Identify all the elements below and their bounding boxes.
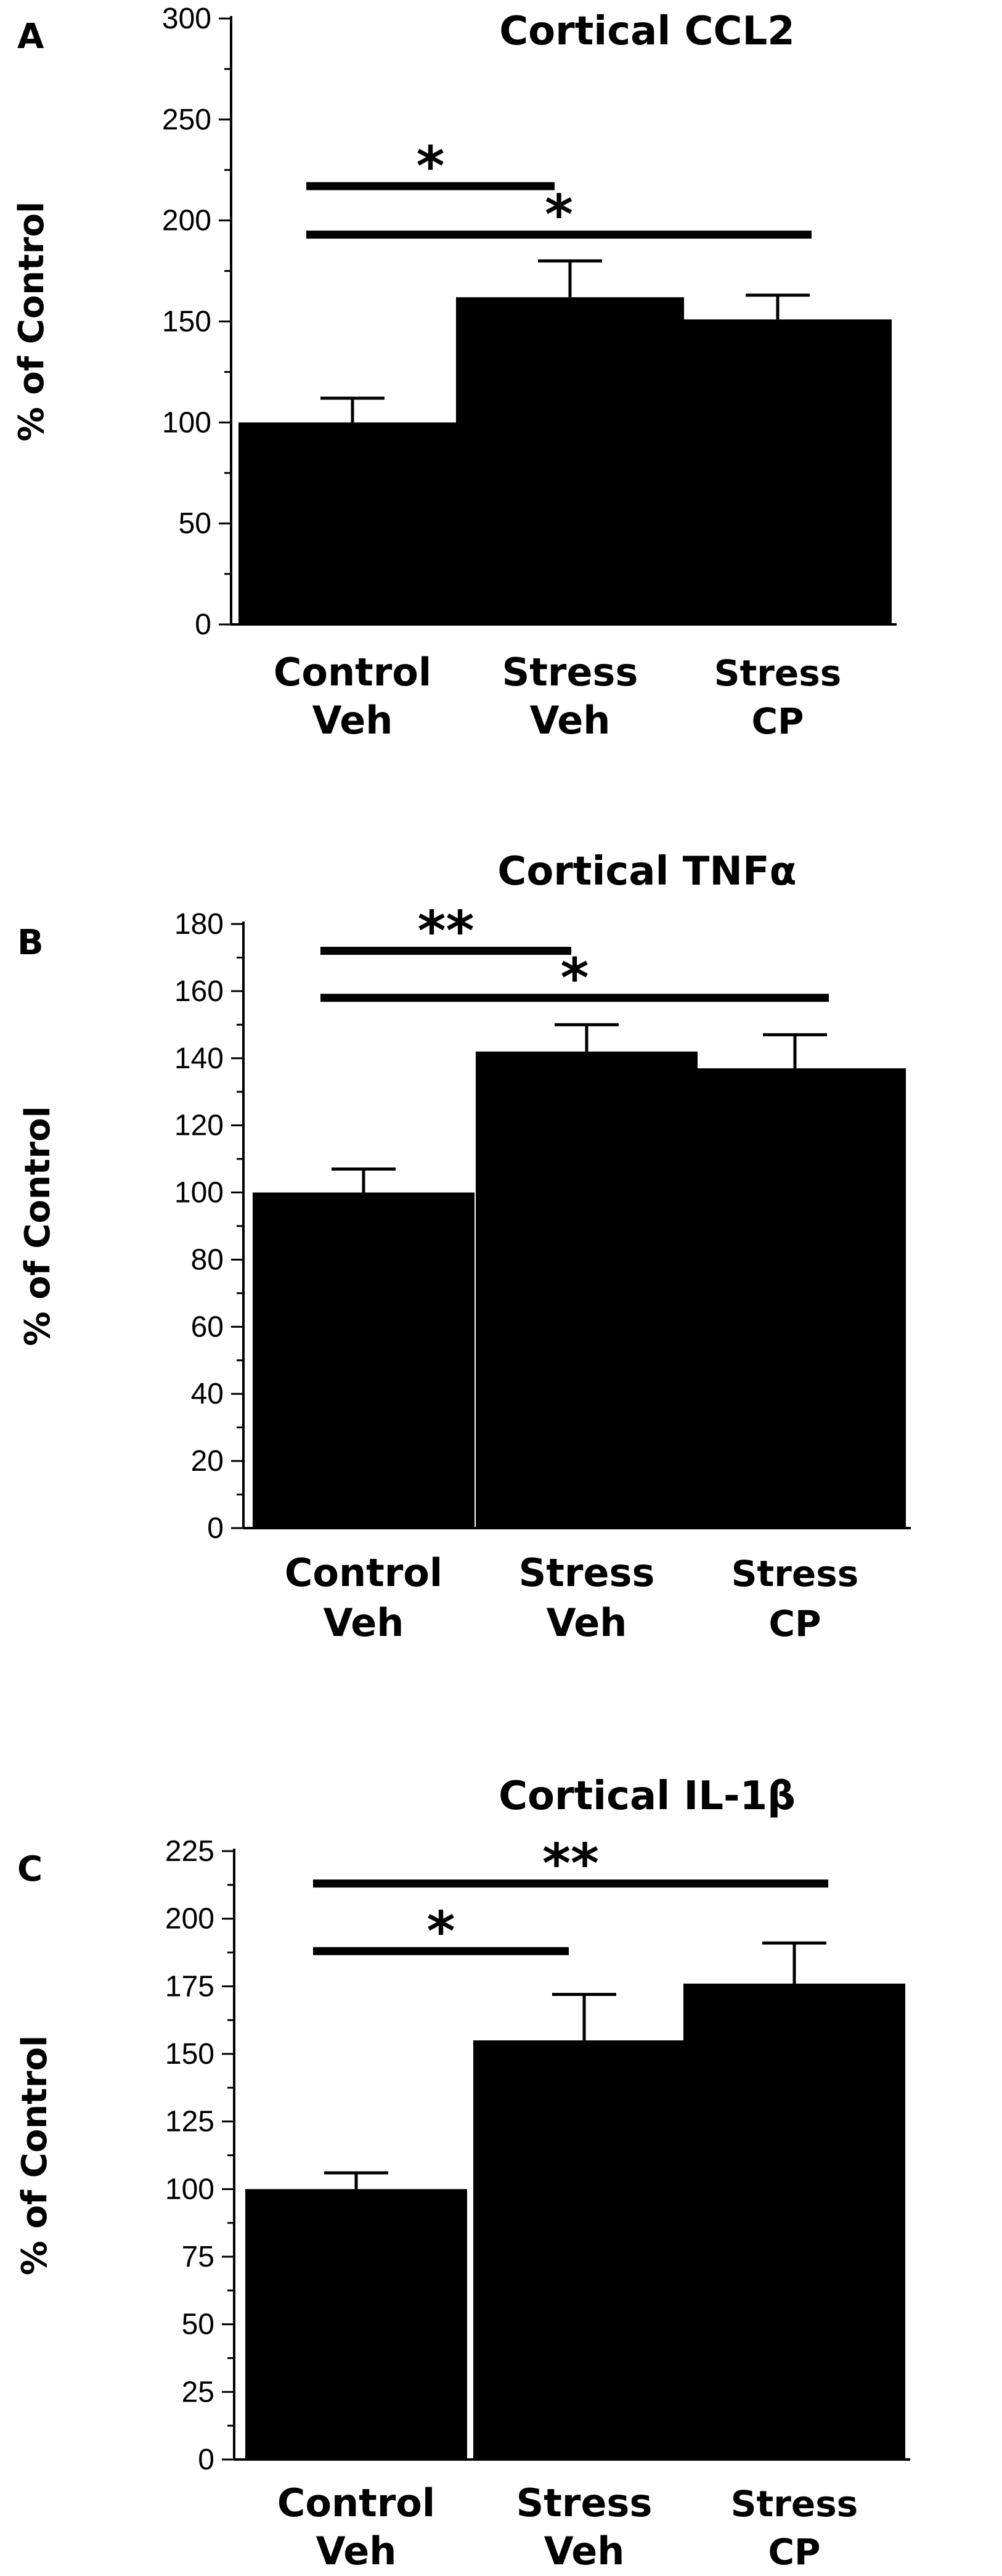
category-label-line1: Control — [285, 1550, 442, 1595]
y-tick-label: 140 — [174, 1042, 224, 1075]
y-axis-label: % of Control — [12, 202, 52, 441]
y-tick-label: 225 — [165, 1835, 214, 1868]
y-tick-label: 100 — [162, 406, 211, 439]
significance-marker-1: ** — [542, 1832, 599, 1895]
bar-3 — [683, 1983, 905, 2459]
chart-panel-c: C Cortical IL-1β % of Control 0 25 50 75 100 125… — [15, 1773, 910, 2574]
y-tick-label: 200 — [165, 1903, 214, 1936]
bar-2 — [473, 2040, 695, 2459]
category-label-line1: Control — [274, 650, 431, 695]
panel-letter: B — [17, 923, 44, 963]
y-tick-label: 150 — [162, 306, 211, 338]
category-label-line2: Veh — [324, 1600, 404, 1645]
category-label-line2: CP — [768, 2531, 820, 2573]
significance-marker-2: * — [545, 183, 573, 247]
y-tick-label: 75 — [182, 2241, 214, 2273]
panel-letter: C — [17, 1849, 43, 1889]
category-label-line2: Veh — [312, 698, 393, 743]
category-label-line2: Veh — [316, 2529, 397, 2574]
chart-title: Cortical TNFα — [497, 849, 796, 894]
y-tick-label: 160 — [174, 975, 224, 1008]
category-label-line1: Stress — [731, 1553, 858, 1595]
chart-title: Cortical IL-1β — [499, 1773, 796, 1819]
y-tick-label: 150 — [165, 2038, 214, 2071]
category-label-line1: Control — [277, 2480, 435, 2525]
category-label-line2: CP — [768, 1603, 821, 1645]
y-tick-label: 50 — [179, 507, 211, 540]
y-tick-label: 25 — [182, 2376, 214, 2408]
y-tick-label: 100 — [165, 2173, 214, 2206]
category-label-line2: CP — [751, 700, 804, 742]
y-tick-label: 125 — [165, 2106, 214, 2138]
y-tick-label: 300 — [162, 2, 211, 35]
y-tick-label: 250 — [162, 104, 211, 136]
bar-3 — [664, 319, 892, 624]
category-label-line1: Stress — [731, 2483, 858, 2525]
y-tick-label: 20 — [191, 1445, 224, 1478]
significance-marker-2: * — [560, 946, 589, 1010]
y-tick-label: 120 — [174, 1110, 224, 1142]
y-tick-label: 0 — [198, 2443, 214, 2476]
category-label-line2: Veh — [544, 2529, 625, 2574]
bar-3 — [684, 1068, 906, 1528]
category-label-line1: Stress — [519, 1550, 655, 1595]
category-label-line2: Veh — [530, 698, 611, 743]
chart-panel-a: A Cortical CCL2 % of Control 0 50 100 150 200 25… — [12, 2, 897, 743]
y-tick-label: 175 — [165, 1970, 214, 2003]
y-tick-label: 60 — [191, 1310, 224, 1343]
y-tick-label: 0 — [195, 608, 211, 641]
category-label-line2: Veh — [547, 1600, 627, 1645]
y-tick-label: 100 — [174, 1177, 224, 1209]
y-tick-label: 50 — [182, 2308, 214, 2341]
y-tick-label: 180 — [174, 908, 224, 941]
significance-marker-1: ** — [417, 899, 474, 963]
category-label-line1: Stress — [502, 650, 638, 695]
bar-1 — [253, 1192, 475, 1528]
y-tick-label: 80 — [191, 1243, 224, 1276]
chart-panel-b: B Cortical TNFα % of Control 0 20 40 60 80 100 12… — [17, 849, 911, 1645]
bar-2 — [476, 1051, 698, 1528]
y-axis-label: % of Control — [15, 2035, 55, 2275]
bar-2 — [456, 297, 684, 624]
chart-title: Cortical CCL2 — [499, 9, 795, 54]
significance-marker-2: * — [426, 1899, 455, 1963]
category-label-line1: Stress — [714, 652, 841, 694]
significance-marker-1: * — [416, 134, 444, 198]
y-tick-label: 200 — [162, 205, 211, 237]
panel-letter: A — [17, 17, 44, 57]
bar-1 — [238, 422, 466, 624]
category-label-line1: Stress — [516, 2480, 653, 2525]
y-axis-label: % of Control — [18, 1106, 58, 1346]
y-tick-label: 0 — [207, 1512, 224, 1545]
bar-1 — [245, 2189, 467, 2459]
y-tick-label: 40 — [191, 1378, 224, 1410]
